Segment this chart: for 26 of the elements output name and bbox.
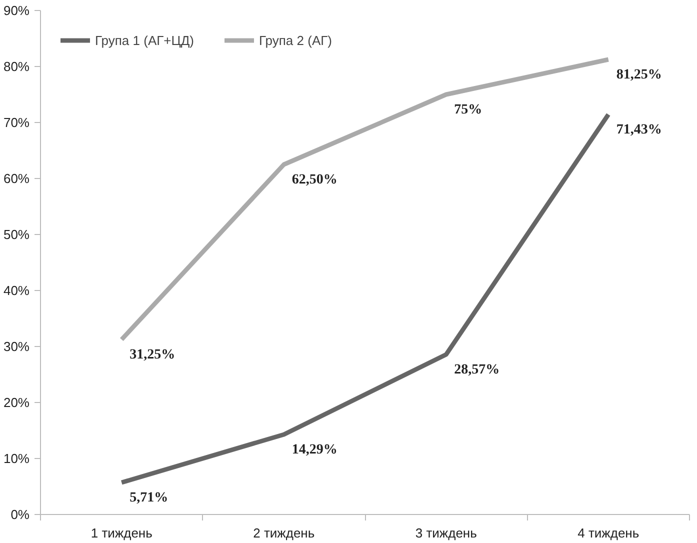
x-tick-label: 4 тиждень bbox=[578, 526, 640, 540]
x-tick-label: 1 тиждень bbox=[90, 526, 153, 540]
y-tick-label: 70% bbox=[3, 115, 30, 130]
data-label: 62,50% bbox=[292, 172, 338, 188]
legend-label: Група 1 (АГ+ЦД) bbox=[95, 32, 194, 48]
y-tick-label: 0% bbox=[10, 507, 30, 522]
data-label: 75% bbox=[454, 102, 482, 118]
x-tick-label: 3 тиждень bbox=[415, 526, 478, 540]
y-tick-label: 20% bbox=[3, 395, 30, 410]
legend-label: Група 2 (АГ) bbox=[259, 32, 332, 48]
data-label: 14,29% bbox=[292, 442, 338, 458]
line-series bbox=[119, 57, 611, 342]
data-label: 81,25% bbox=[616, 68, 662, 82]
y-tick-label: 60% bbox=[3, 171, 30, 186]
y-tick-label: 90% bbox=[3, 3, 30, 18]
data-label: 28,57% bbox=[454, 362, 500, 378]
y-tick-label: 80% bbox=[3, 59, 30, 74]
y-tick-label: 50% bbox=[3, 227, 30, 242]
y-tick-label: 10% bbox=[3, 451, 30, 466]
data-label: 5,71% bbox=[130, 490, 168, 506]
y-tick-label: 30% bbox=[3, 339, 30, 354]
data-label: 31,25% bbox=[130, 348, 176, 362]
line-series bbox=[119, 112, 611, 485]
y-tick-label: 40% bbox=[3, 283, 30, 298]
x-tick-label: 2 тиждень bbox=[253, 526, 315, 540]
data-label: 71,43% bbox=[616, 122, 662, 138]
